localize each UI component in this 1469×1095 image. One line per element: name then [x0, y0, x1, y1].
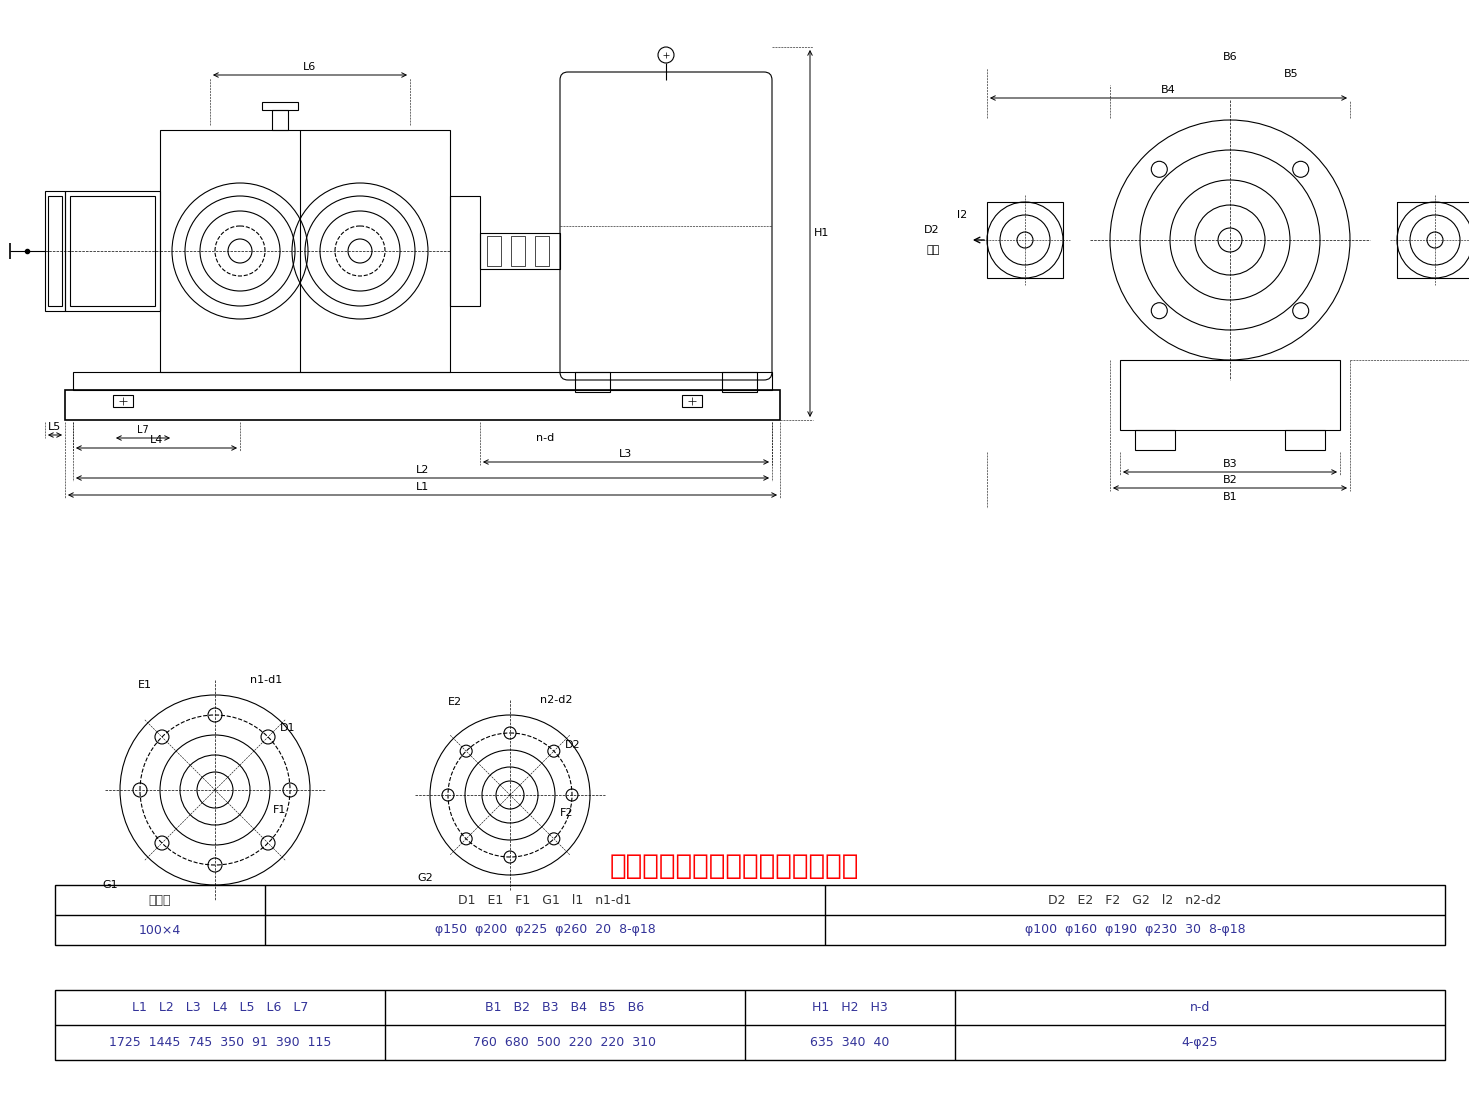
Text: L1: L1	[416, 482, 429, 492]
Text: B4: B4	[1161, 85, 1175, 95]
Text: B3: B3	[1222, 459, 1237, 469]
Text: D2: D2	[924, 224, 940, 235]
Bar	[682, 395, 702, 407]
Text: H1   H2   H3: H1 H2 H3	[812, 1001, 887, 1014]
Text: B5: B5	[1284, 69, 1299, 79]
Text: L4: L4	[150, 435, 163, 445]
Text: φ150  φ200  φ225  φ260  20  8-φ18: φ150 φ200 φ225 φ260 20 8-φ18	[435, 923, 655, 936]
Text: E1: E1	[138, 680, 151, 690]
Text: L1   L2   L3   L4   L5   L6   L7: L1 L2 L3 L4 L5 L6 L7	[132, 1001, 308, 1014]
Bar	[261, 102, 298, 110]
Bar	[1397, 201, 1469, 278]
Bar	[54, 885, 1445, 945]
Text: n2-d2: n2-d2	[541, 695, 573, 705]
Text: F1: F1	[273, 805, 286, 815]
Text: L3: L3	[620, 449, 633, 459]
Bar	[511, 237, 524, 266]
Text: B6: B6	[1222, 51, 1237, 62]
Bar	[71, 196, 156, 306]
Text: l2: l2	[956, 210, 967, 220]
Text: E2: E2	[448, 698, 463, 707]
Text: F2: F2	[560, 808, 573, 818]
Text: 635  340  40: 635 340 40	[811, 1036, 890, 1049]
Bar	[1285, 430, 1325, 450]
Text: 1725  1445  745  350  91  390  115: 1725 1445 745 350 91 390 115	[109, 1036, 331, 1049]
Text: L7: L7	[137, 425, 148, 435]
Text: 760  680  500  220  220  310: 760 680 500 220 220 310	[473, 1036, 657, 1049]
Text: n-d: n-d	[1190, 1001, 1210, 1014]
Bar	[54, 990, 1445, 1060]
Text: L2: L2	[416, 465, 429, 475]
Bar	[1119, 360, 1340, 430]
Text: L5: L5	[48, 422, 62, 433]
Bar	[480, 233, 560, 269]
Text: 100×4: 100×4	[140, 923, 181, 936]
Bar	[65, 390, 780, 420]
Text: D2: D2	[566, 740, 580, 750]
Bar	[488, 237, 501, 266]
Text: D1   E1   F1   G1   l1   n1-d1: D1 E1 F1 G1 l1 n1-d1	[458, 894, 632, 907]
Text: 出口: 出口	[927, 245, 940, 255]
Bar	[65, 191, 160, 311]
Bar	[987, 201, 1064, 278]
Text: n1-d1: n1-d1	[250, 675, 282, 685]
Text: 4-φ25: 4-φ25	[1181, 1036, 1218, 1049]
Text: n-d: n-d	[536, 433, 554, 443]
Text: G1: G1	[103, 880, 118, 890]
Text: 版权：河北远东泵业制造有限公司: 版权：河北远东泵业制造有限公司	[610, 852, 859, 880]
Bar	[450, 196, 480, 306]
Bar	[1136, 430, 1175, 450]
Bar	[535, 237, 549, 266]
Text: H1: H1	[814, 229, 830, 239]
Text: φ100  φ160  φ190  φ230  30  8-φ18: φ100 φ160 φ190 φ230 30 8-φ18	[1025, 923, 1246, 936]
Bar	[46, 191, 65, 311]
Text: B1   B2   B3   B4   B5   B6: B1 B2 B3 B4 B5 B6	[485, 1001, 645, 1014]
Bar	[48, 196, 62, 306]
Bar	[574, 372, 610, 392]
Text: D1: D1	[281, 723, 295, 733]
Text: B1: B1	[1222, 492, 1237, 502]
Bar	[113, 395, 134, 407]
Text: 泵型号: 泵型号	[148, 894, 172, 907]
Bar	[73, 372, 773, 390]
Text: L6: L6	[304, 62, 317, 72]
Bar	[272, 110, 288, 130]
Text: G2: G2	[417, 873, 433, 883]
Bar	[721, 372, 757, 392]
Text: D2   E2   F2   G2   l2   n2-d2: D2 E2 F2 G2 l2 n2-d2	[1049, 894, 1222, 907]
Text: B2: B2	[1222, 475, 1237, 485]
Bar	[160, 130, 450, 372]
